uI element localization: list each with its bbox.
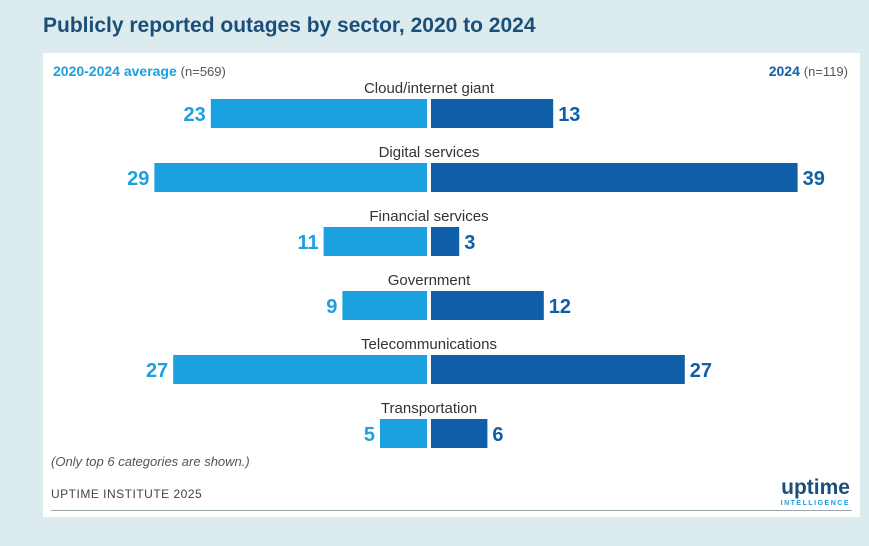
bar-average-government (342, 291, 427, 320)
logo-subtitle: INTELLIGENCE (780, 500, 850, 507)
bar-average-transportation (380, 419, 427, 448)
chart-panel: 2020-2024 average (n=569) 2024 (n=119) C… (43, 53, 860, 517)
category-label-transportation: Transportation (381, 400, 477, 417)
category-label-digital-services: Digital services (379, 144, 480, 161)
bar-2024-cloud-internet-giant (431, 99, 554, 128)
logo-word: uptime (781, 476, 850, 499)
bar-2024-government (431, 291, 544, 320)
category-label-cloud-internet-giant: Cloud/internet giant (364, 80, 495, 97)
value-2024-transportation: 6 (492, 424, 503, 446)
value-average-government: 9 (326, 296, 337, 318)
bar-2024-digital-services (431, 163, 798, 192)
category-label-financial-services: Financial services (369, 208, 488, 225)
footnote: (Only top 6 categories are shown.) (51, 454, 250, 469)
uptime-logo: uptime INTELLIGENCE (781, 477, 850, 508)
divider (51, 510, 852, 511)
left-legend: 2020-2024 average (n=569) (53, 63, 226, 79)
value-average-financial-services: 11 (297, 232, 318, 254)
value-2024-government: 12 (549, 296, 571, 318)
category-label-government: Government (388, 272, 471, 289)
value-average-digital-services: 29 (127, 168, 149, 190)
diverging-bar-chart: Cloud/internet giant 23 13 Digital services… (127, 80, 825, 448)
chart-title: Publicly reported outages by sector, 202… (43, 14, 536, 37)
source-credit: UPTIME INSTITUTE 2025 (51, 487, 203, 501)
bar-2024-telecommunications (431, 355, 685, 384)
right-legend-n: (n=119) (803, 64, 848, 79)
left-legend-n: (n=569) (180, 64, 226, 79)
bar-average-telecommunications (173, 355, 427, 384)
value-2024-financial-services: 3 (464, 232, 475, 254)
value-average-transportation: 5 (364, 424, 375, 446)
bar-2024-financial-services (431, 227, 460, 256)
bar-average-financial-services (323, 227, 427, 256)
bar-2024-transportation (431, 419, 488, 448)
value-average-telecommunications: 27 (146, 360, 168, 382)
right-legend: 2024 (n=119) (769, 63, 848, 79)
value-2024-cloud-internet-giant: 13 (558, 104, 580, 126)
left-legend-label: 2020-2024 average (53, 63, 177, 79)
bar-average-digital-services (154, 163, 427, 192)
bar-average-cloud-internet-giant (210, 99, 427, 128)
right-legend-label: 2024 (768, 63, 800, 79)
value-average-cloud-internet-giant: 23 (184, 104, 206, 126)
value-2024-digital-services: 39 (803, 168, 825, 190)
value-2024-telecommunications: 27 (690, 360, 712, 382)
category-label-telecommunications: Telecommunications (361, 336, 497, 353)
